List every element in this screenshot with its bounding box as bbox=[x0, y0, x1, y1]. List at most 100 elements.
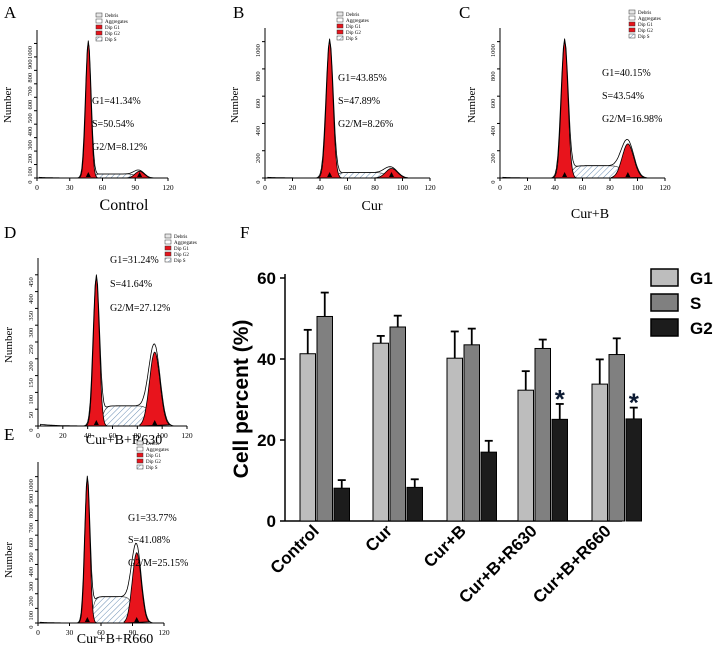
legend-swatch-g1 bbox=[650, 268, 679, 287]
envelope-line bbox=[502, 38, 663, 179]
legend-swatch-g2 bbox=[650, 318, 679, 337]
x-tick-label: 120 bbox=[659, 183, 671, 192]
y-tick-label: 20 bbox=[257, 431, 276, 450]
x-tick-label: 20 bbox=[59, 431, 67, 440]
y-tick-label: 500 bbox=[28, 552, 35, 562]
legend-swatch bbox=[628, 27, 636, 33]
x-tick-label: 100 bbox=[632, 183, 644, 192]
stat-text: G2/M=25.15% bbox=[128, 558, 188, 569]
legend-label: Dip S bbox=[346, 37, 358, 42]
bar-s bbox=[608, 354, 625, 522]
y-tick-label: 0 bbox=[28, 429, 35, 432]
panel-letter: C bbox=[459, 3, 470, 22]
x-tick-label: Cur bbox=[362, 521, 396, 555]
x-tick-label: 80 bbox=[371, 183, 379, 192]
bar-g1 bbox=[517, 389, 534, 522]
y-axis-label: Number bbox=[3, 327, 15, 363]
y-tick-label: 500 bbox=[27, 113, 34, 123]
legend-label: Aggregates bbox=[105, 20, 128, 25]
peak-marker bbox=[327, 172, 333, 177]
g2-peak bbox=[139, 351, 171, 427]
y-tick-label: 700 bbox=[27, 86, 34, 96]
y-tick-label: 200 bbox=[255, 153, 262, 163]
y-tick-label: 0 bbox=[255, 181, 262, 184]
stat-text: S=50.54% bbox=[92, 119, 134, 130]
legend-label: Aggregates bbox=[638, 17, 661, 22]
peak-marker bbox=[152, 420, 158, 425]
stat-text: S=41.08% bbox=[128, 535, 170, 546]
significance-star: * bbox=[629, 388, 640, 418]
legend-label: G2 bbox=[690, 319, 713, 338]
y-tick-label: 400 bbox=[28, 567, 35, 577]
bar-g2 bbox=[551, 418, 568, 522]
legend-label: Dip G2 bbox=[638, 29, 653, 34]
stat-text: G1=33.77% bbox=[128, 513, 177, 524]
bar-g1 bbox=[299, 353, 316, 522]
legend-label: Dip G2 bbox=[174, 253, 189, 258]
panel-letter: D bbox=[4, 223, 16, 242]
bar-g2 bbox=[333, 487, 350, 522]
legend-label: Dip S bbox=[105, 38, 117, 43]
g1-peak bbox=[84, 278, 108, 427]
bar-g2 bbox=[406, 486, 423, 522]
y-tick-label: 300 bbox=[27, 140, 34, 150]
x-tick-label: 60 bbox=[109, 431, 117, 440]
x-tick-label: 100 bbox=[397, 183, 409, 192]
bar-g1 bbox=[446, 357, 463, 522]
legend-label: Dip G2 bbox=[146, 460, 161, 465]
y-tick-label: 100 bbox=[27, 167, 34, 177]
stat-text: S=47.89% bbox=[338, 96, 380, 107]
y-tick-label: 800 bbox=[490, 71, 497, 81]
y-tick-label: 0 bbox=[267, 512, 276, 531]
y-tick-label: 600 bbox=[490, 99, 497, 109]
g1-peak bbox=[551, 41, 578, 179]
y-tick-label: 300 bbox=[28, 328, 35, 338]
y-tick-label: 800 bbox=[255, 71, 262, 81]
x-tick-label: 120 bbox=[158, 628, 170, 637]
y-tick-label: 400 bbox=[27, 127, 34, 137]
legend-label: Debris bbox=[346, 13, 359, 18]
legend-swatch bbox=[136, 440, 144, 446]
peak-marker bbox=[134, 617, 140, 622]
y-tick-label: 100 bbox=[28, 611, 35, 621]
legend-swatch bbox=[164, 245, 172, 251]
x-tick-label: 60 bbox=[97, 628, 105, 637]
y-tick-label: 150 bbox=[28, 378, 35, 388]
legend-swatch bbox=[95, 24, 103, 30]
legend-swatch bbox=[628, 15, 636, 21]
x-tick-label: 30 bbox=[66, 628, 74, 637]
legend-swatch bbox=[95, 18, 103, 24]
legend-label: S bbox=[690, 294, 701, 313]
legend-label: Dip G1 bbox=[638, 23, 653, 28]
y-tick-label: 200 bbox=[490, 153, 497, 163]
x-tick-label: 20 bbox=[524, 183, 532, 192]
x-tick-label: Cur+B bbox=[420, 521, 470, 571]
x-tick-label: 40 bbox=[316, 183, 324, 192]
x-tick-label: 0 bbox=[36, 431, 40, 440]
stat-text: G2/M=27.12% bbox=[110, 303, 170, 314]
y-axis-label: Number bbox=[466, 87, 478, 123]
peak-marker bbox=[84, 617, 90, 622]
x-tick-label: 0 bbox=[263, 183, 267, 192]
legend-label: G1 bbox=[690, 269, 713, 288]
legend-label: Aggregates bbox=[346, 19, 369, 24]
legend-swatch bbox=[95, 30, 103, 36]
legend-swatch bbox=[136, 446, 144, 452]
x-tick-label: 100 bbox=[157, 431, 169, 440]
y-tick-label: 600 bbox=[27, 100, 34, 110]
x-tick-label: 120 bbox=[181, 431, 193, 440]
legend-label: Aggregates bbox=[146, 448, 169, 453]
legend-swatch bbox=[336, 23, 344, 29]
y-tick-label: 400 bbox=[28, 294, 35, 304]
panel-letter: E bbox=[4, 425, 14, 444]
x-tick-label: 30 bbox=[66, 183, 74, 192]
y-tick-label: 200 bbox=[28, 596, 35, 606]
legend-label: Debris bbox=[174, 235, 187, 240]
legend-label: Dip G2 bbox=[105, 32, 120, 37]
y-tick-label: 900 bbox=[28, 494, 35, 504]
legend-swatch bbox=[628, 33, 636, 39]
